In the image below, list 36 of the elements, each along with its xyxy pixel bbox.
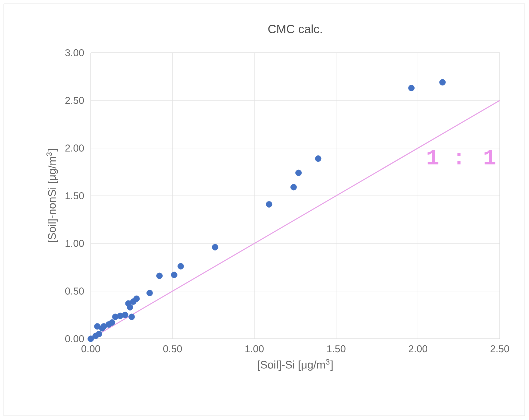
point [296, 170, 302, 176]
point [96, 331, 102, 338]
y-tick-label: 2.00 [66, 144, 84, 152]
point [156, 272, 163, 280]
y-tick-label: 0.50 [65, 288, 84, 295]
y-tick-label: 2.50 [66, 97, 84, 104]
y-tick-label: 3.00 [65, 49, 84, 57]
point [94, 323, 101, 330]
point [266, 201, 273, 208]
point [125, 300, 132, 307]
point [128, 314, 136, 320]
point [408, 85, 415, 92]
x-tick-label: 2.00 [409, 346, 428, 353]
point [109, 320, 116, 326]
point [290, 184, 298, 191]
y-tick-label: 1.00 [66, 240, 84, 248]
x-axis-title: [Soil]-Si [μg/m$^{3}$] [258, 359, 333, 371]
x-tick-label: 1.50 [327, 346, 346, 353]
chart-title: CMC calc. [268, 24, 322, 34]
x-tick-label: 0.50 [164, 346, 182, 353]
x-tick-label: 1.00 [246, 346, 264, 353]
point [88, 336, 94, 342]
point [134, 296, 140, 302]
point [146, 290, 154, 296]
point [440, 79, 446, 86]
point [212, 244, 219, 251]
y-axis-title: [Soil]-nonSi [μg/m$^{3}$] [46, 150, 58, 242]
y-tick-label: 1.50 [66, 192, 84, 200]
point [315, 156, 322, 162]
point [171, 272, 178, 278]
point [122, 312, 129, 318]
point [178, 263, 184, 270]
series-label: 1 : 1 [428, 150, 496, 165]
y-tick-label: 0.00 [65, 335, 84, 343]
x-tick-label: 0.00 [82, 346, 100, 353]
x-tick-label: 2.50 [490, 346, 510, 353]
